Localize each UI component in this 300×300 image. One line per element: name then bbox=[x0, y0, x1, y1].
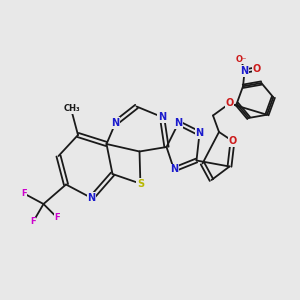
Text: O: O bbox=[228, 136, 237, 146]
Text: N: N bbox=[241, 66, 249, 76]
Text: N: N bbox=[170, 164, 178, 175]
Text: N: N bbox=[111, 118, 120, 128]
Text: N: N bbox=[195, 128, 204, 139]
Text: S: S bbox=[137, 178, 144, 189]
Text: O⁻: O⁻ bbox=[235, 55, 247, 64]
Text: O: O bbox=[225, 98, 234, 109]
Text: CH₃: CH₃ bbox=[64, 104, 80, 113]
Text: F: F bbox=[21, 189, 27, 198]
Text: O: O bbox=[252, 64, 261, 74]
Text: N: N bbox=[158, 112, 166, 122]
Text: N: N bbox=[174, 118, 183, 128]
Text: F: F bbox=[54, 213, 60, 222]
Text: N: N bbox=[87, 193, 96, 203]
Text: F: F bbox=[30, 218, 36, 226]
